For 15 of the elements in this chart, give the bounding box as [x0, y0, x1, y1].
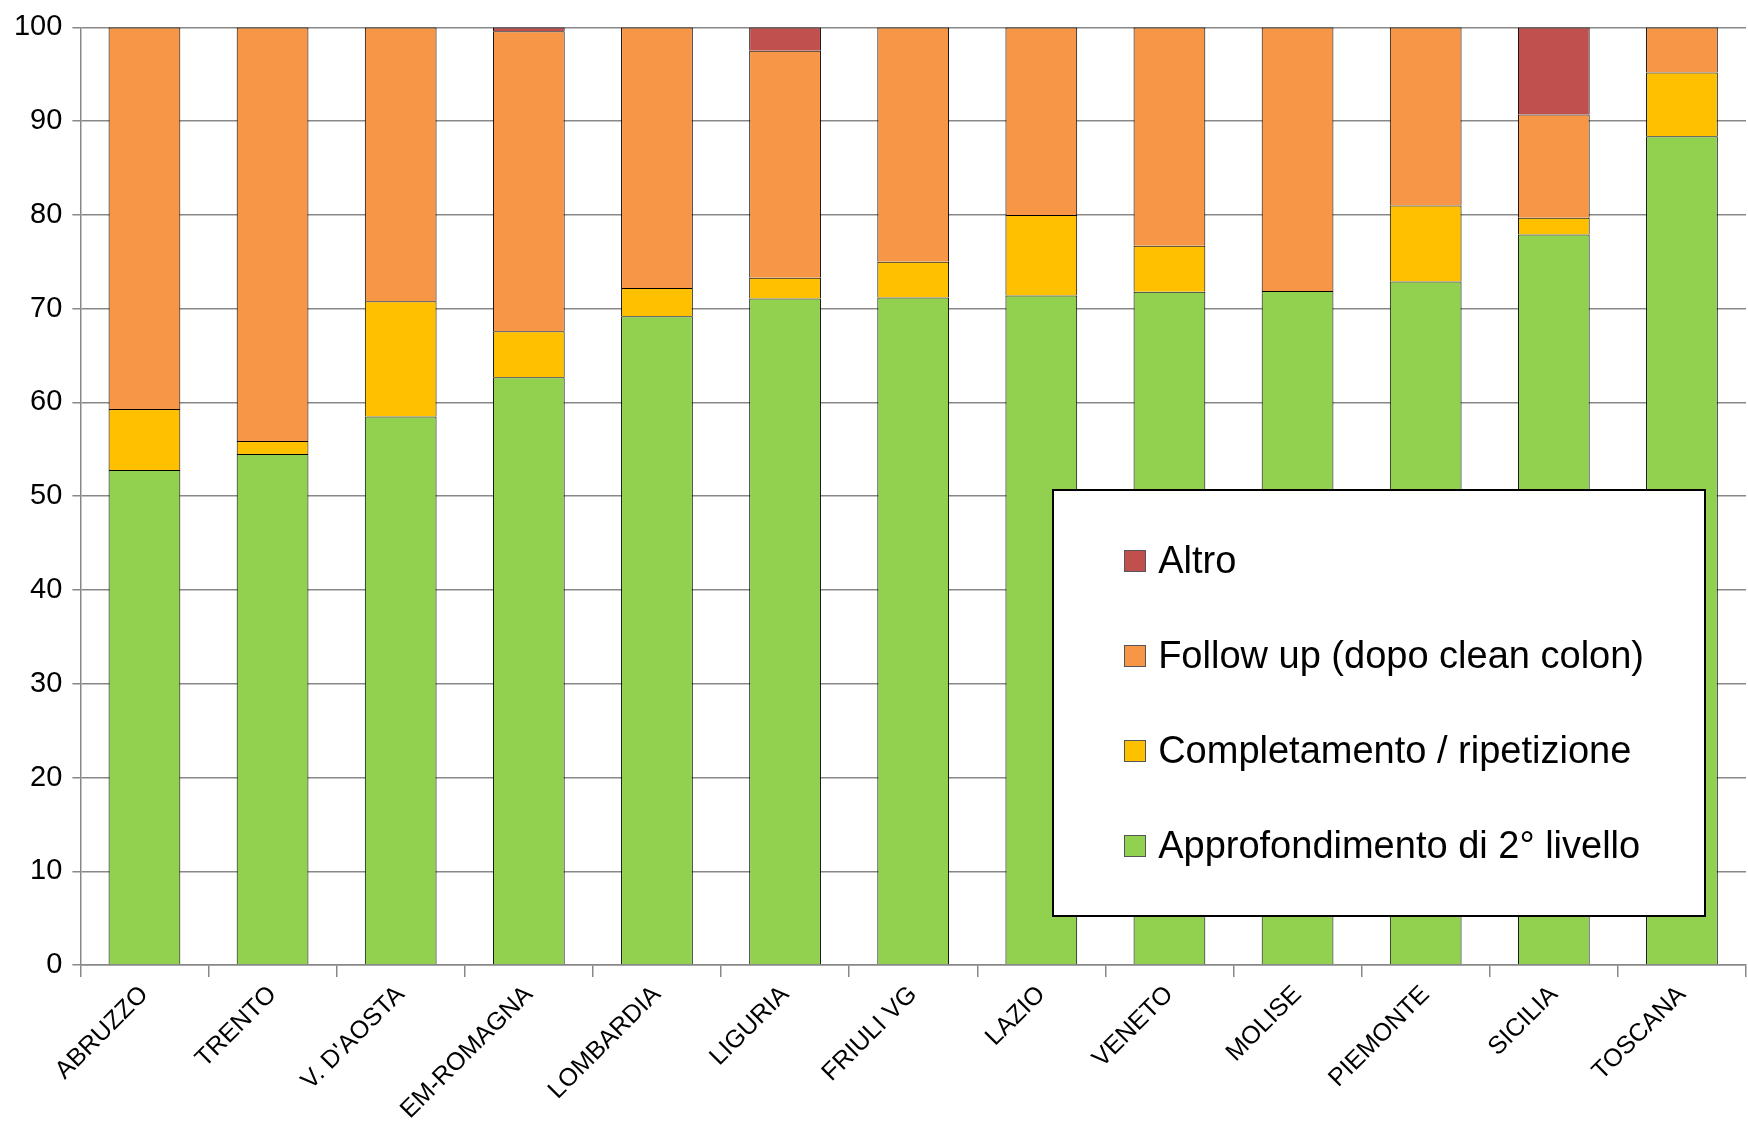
legend-label: Altro	[1158, 539, 1237, 583]
y-tick-label: 40	[30, 571, 63, 604]
y-tick-label: 0	[46, 947, 63, 980]
legend-label: Follow up (dopo clean colon)	[1158, 634, 1644, 678]
y-tick-label: 10	[30, 853, 63, 886]
legend-label: Approfondimento di 2° livello	[1158, 824, 1641, 868]
y-tick-label: 60	[30, 384, 63, 417]
y-tick-label: 50	[30, 478, 63, 511]
y-tick-label: 20	[30, 759, 63, 792]
y-tick-label: 90	[30, 103, 63, 136]
y-tick-label: 30	[30, 665, 63, 698]
legend-label: Completamento / ripetizione	[1158, 729, 1632, 773]
y-tick-label: 80	[30, 196, 63, 229]
y-tick-label: 70	[30, 290, 63, 323]
y-tick-label: 100	[13, 9, 63, 42]
